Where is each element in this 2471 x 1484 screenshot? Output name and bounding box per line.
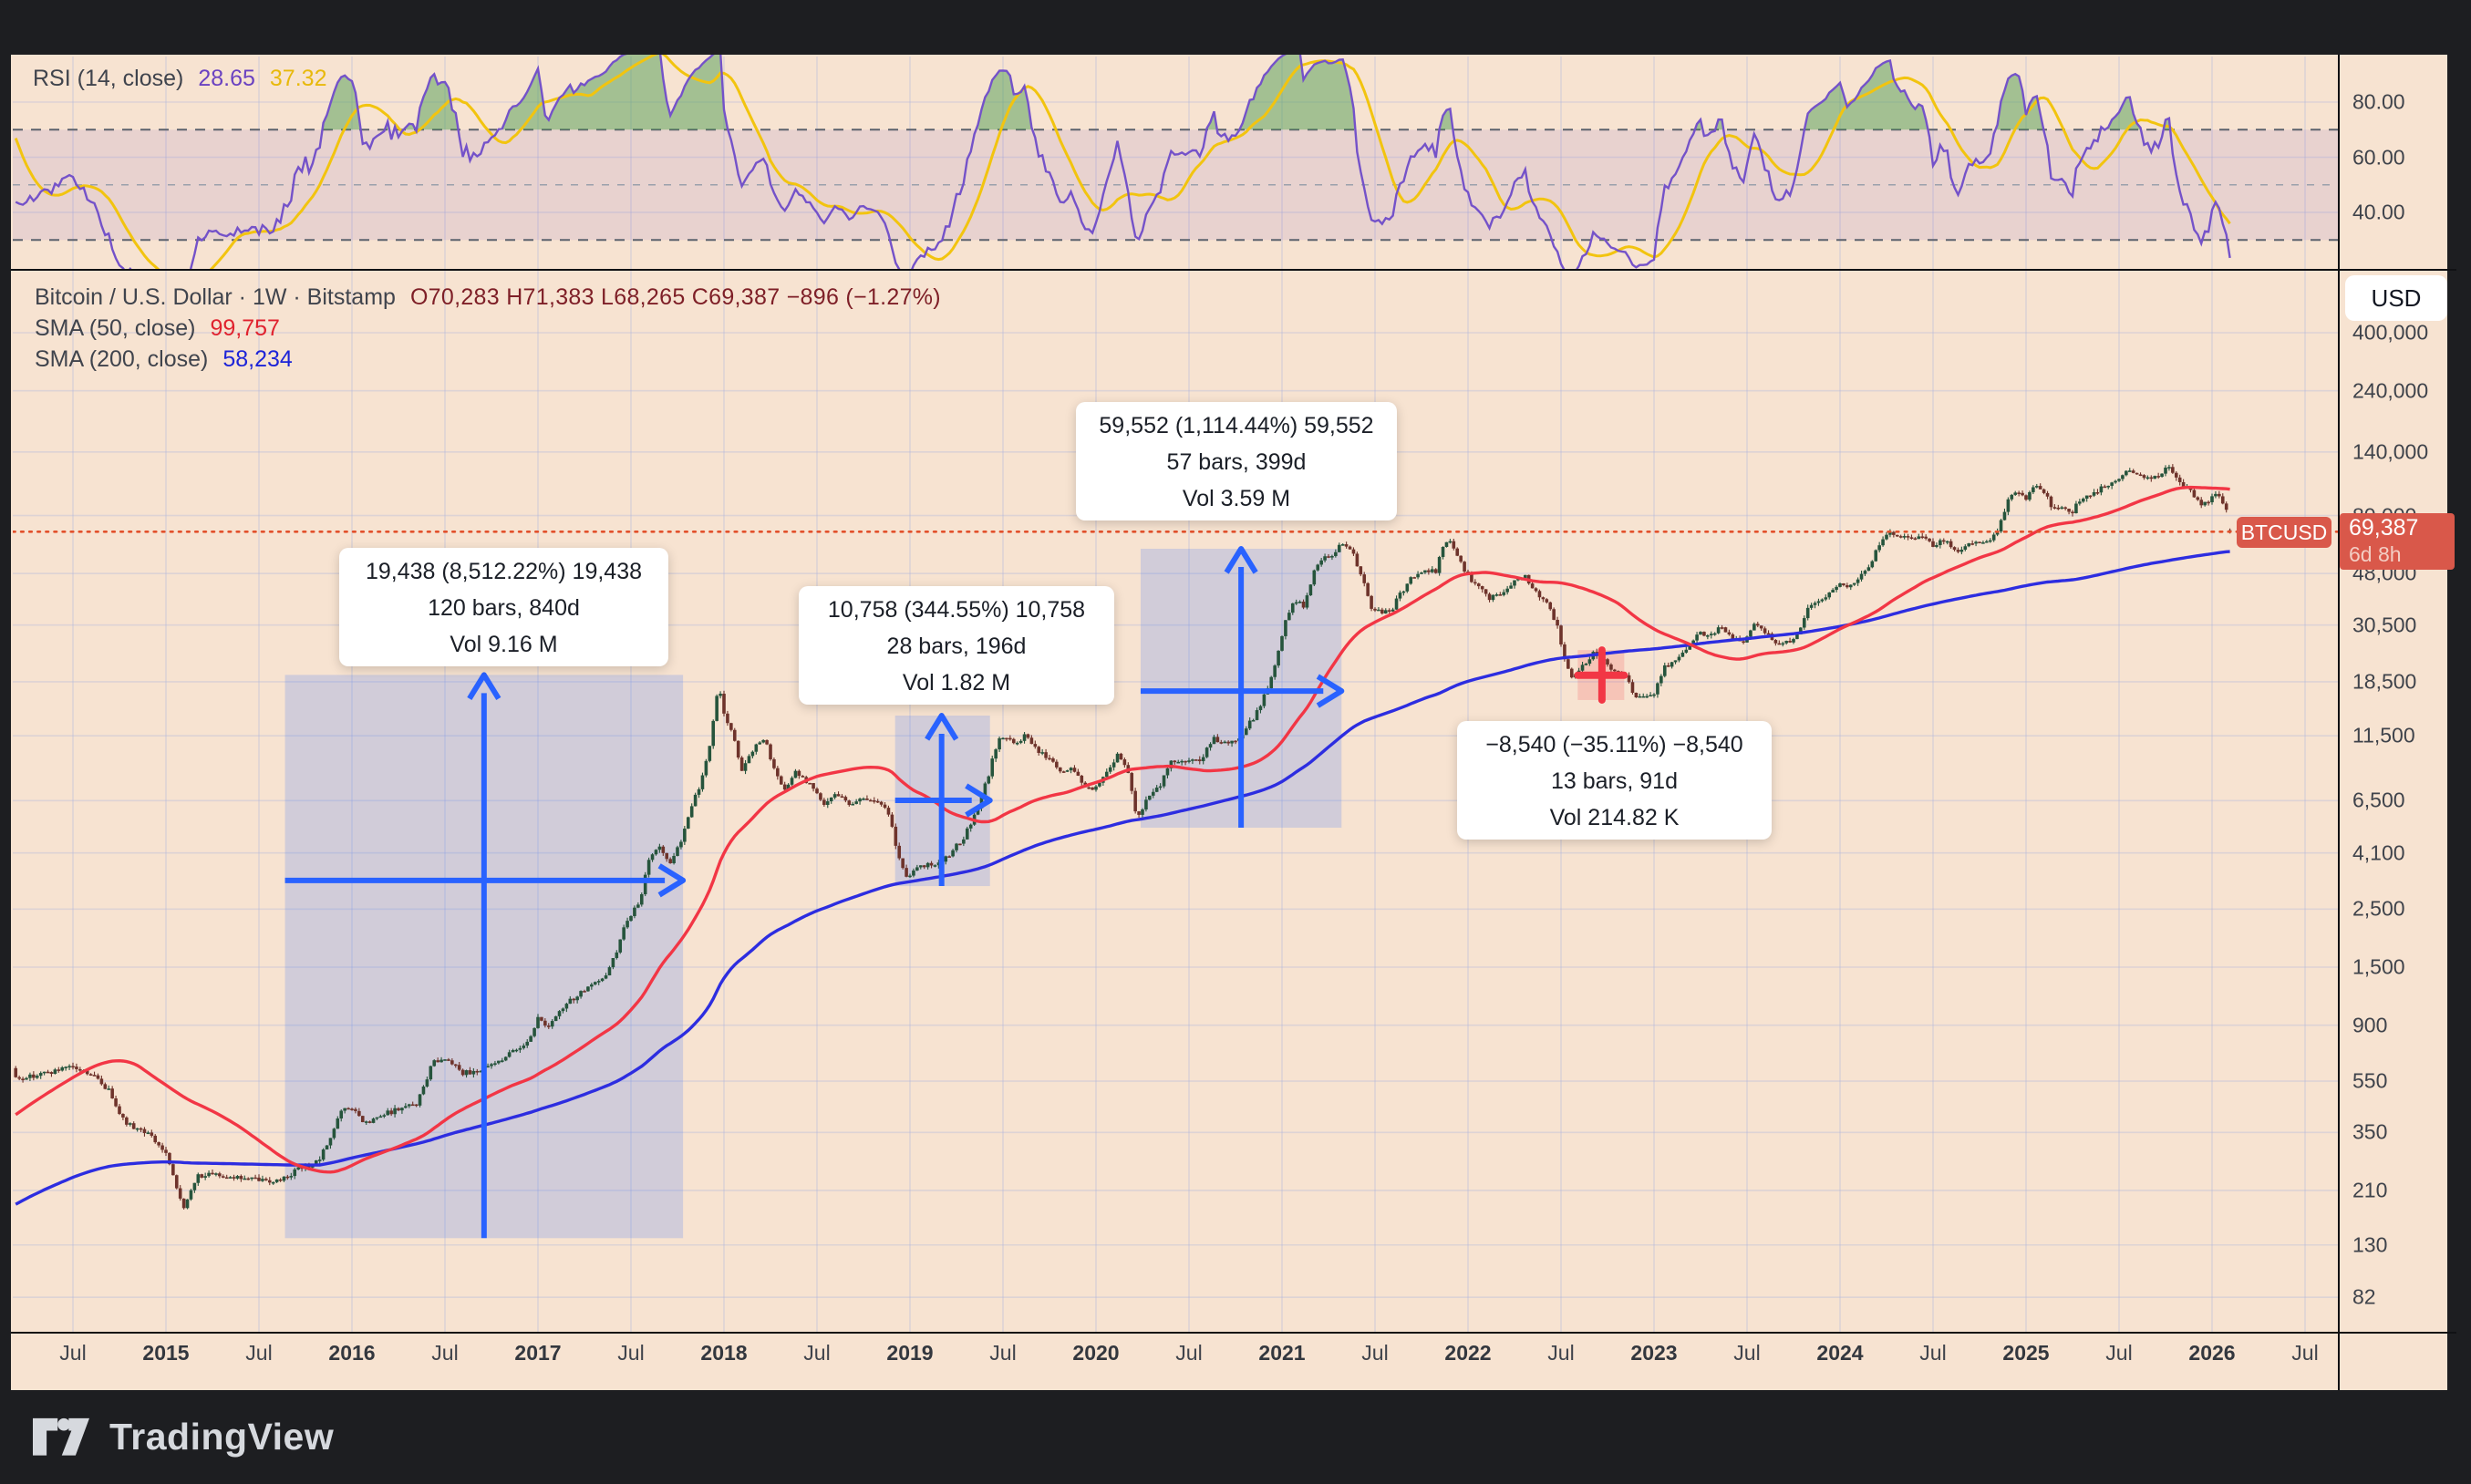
measure-result: −8,540 (−35.11%) −8,540: [1485, 732, 1743, 757]
time-axis-label: 2024: [1816, 1341, 1864, 1365]
time-axis-label: 2018: [700, 1341, 748, 1365]
rsi-axis-label: 80.00: [2352, 89, 2405, 114]
time-axis-label: 2015: [142, 1341, 190, 1365]
measure-volume: Vol 9.16 M: [450, 632, 558, 657]
time-axis-label: Jul: [803, 1341, 831, 1365]
time-axis-label: Jul: [1919, 1341, 1947, 1365]
sma50-legend-row[interactable]: SMA (50, close) 99,757: [35, 315, 280, 342]
time-axis-label: 2021: [1258, 1341, 1306, 1365]
time-axis-label: 2022: [1444, 1341, 1492, 1365]
measurement-callout-2016-2017[interactable]: 19,438 (8,512.22%) 19,438 120 bars, 840d…: [339, 548, 668, 666]
price-axis-label: 4,100: [2352, 840, 2405, 865]
time-axis-label: 2019: [886, 1341, 934, 1365]
rsi-axis-label: 40.00: [2352, 200, 2405, 224]
price-axis-label: 350: [2352, 1119, 2388, 1144]
measure-bars: 28 bars, 196d: [886, 634, 1027, 659]
sma200-value: 58,234: [222, 346, 293, 372]
time-axis-label: 2025: [2002, 1341, 2050, 1365]
rsi-legend-label: RSI (14, close): [33, 66, 184, 91]
measure-volume: Vol 3.59 M: [1182, 486, 1291, 511]
sma200-legend-row[interactable]: SMA (200, close) 58,234: [35, 346, 293, 373]
time-axis-label: Jul: [1733, 1341, 1761, 1365]
symbol-legend-row[interactable]: Bitcoin / U.S. Dollar · 1W · Bitstamp O7…: [35, 284, 941, 311]
measurement-callout-2022[interactable]: −8,540 (−35.11%) −8,540 13 bars, 91d Vol…: [1457, 721, 1772, 840]
time-axis-label: Jul: [2291, 1341, 2319, 1365]
time-axis-label: 2017: [514, 1341, 562, 1365]
bar-countdown: 6d 8h: [2349, 542, 2402, 566]
time-axis-label: Jul: [1175, 1341, 1203, 1365]
time-axis-label: Jul: [431, 1341, 459, 1365]
rsi-legend[interactable]: RSI (14, close) 28.65 37.32: [33, 66, 326, 92]
price-axis-label: 18,500: [2352, 669, 2417, 694]
time-axis[interactable]: [13, 1333, 2339, 1390]
price-axis-label: 1,500: [2352, 954, 2405, 979]
measurement-callout-2019[interactable]: 10,758 (344.55%) 10,758 28 bars, 196d Vo…: [799, 586, 1114, 705]
measure-bars: 13 bars, 91d: [1551, 768, 1678, 794]
rsi-ma-value: 37.32: [269, 66, 327, 91]
sma200-label: SMA (200, close): [35, 346, 209, 372]
ohlc-values: O70,283 H71,383 L68,265 C69,387 −896 (−1…: [409, 284, 941, 310]
time-axis-label: Jul: [59, 1341, 87, 1365]
price-axis-label: 130: [2352, 1232, 2388, 1257]
price-axis-label: 82: [2352, 1284, 2376, 1309]
time-axis-label: 2026: [2188, 1341, 2236, 1365]
price-axis[interactable]: [2339, 55, 2456, 1390]
measure-volume: Vol 214.82 K: [1549, 805, 1680, 830]
sma50-value: 99,757: [210, 315, 280, 341]
price-axis-label: 140,000: [2352, 439, 2429, 464]
rsi-value: 28.65: [198, 66, 255, 91]
price-axis-label: 240,000: [2352, 378, 2429, 403]
measure-result: 59,552 (1,114.44%) 59,552: [1099, 413, 1374, 438]
time-axis-label: Jul: [1361, 1341, 1389, 1365]
price-axis-label: 6,500: [2352, 788, 2405, 812]
currency-toggle-button[interactable]: USD: [2345, 275, 2447, 321]
measure-result: 10,758 (344.55%) 10,758: [827, 597, 1086, 623]
footer-bar: TradingView: [0, 1390, 2471, 1484]
time-axis-label: Jul: [617, 1341, 645, 1365]
time-axis-label: 2016: [328, 1341, 376, 1365]
measure-result: 19,438 (8,512.22%) 19,438: [365, 559, 642, 584]
sma50-label: SMA (50, close): [35, 315, 196, 341]
last-price-badge[interactable]: 69,387 6d 8h: [2340, 513, 2455, 570]
time-axis-label: 2020: [1072, 1341, 1120, 1365]
tradingview-logo-text[interactable]: TradingView: [109, 1416, 335, 1458]
measure-bars: 120 bars, 840d: [428, 595, 580, 621]
time-axis-label: Jul: [1547, 1341, 1575, 1365]
time-axis-label: Jul: [2105, 1341, 2133, 1365]
time-axis-label: 2023: [1630, 1341, 1678, 1365]
price-axis-label: 30,500: [2352, 613, 2417, 637]
tradingview-logo-icon[interactable]: [33, 1417, 89, 1458]
rsi-axis-label: 60.00: [2352, 145, 2405, 169]
time-axis-label: Jul: [989, 1341, 1017, 1365]
price-axis-label: 900: [2352, 1013, 2388, 1037]
symbol-price-flag[interactable]: BTCUSD: [2237, 517, 2331, 548]
price-axis-label: 400,000: [2352, 320, 2429, 345]
time-axis-label: Jul: [245, 1341, 273, 1365]
measure-volume: Vol 1.82 M: [902, 670, 1011, 696]
measurement-callout-2020-2021[interactable]: 59,552 (1,114.44%) 59,552 57 bars, 399d …: [1076, 402, 1397, 520]
price-axis-label: 210: [2352, 1178, 2388, 1202]
last-price: 69,387: [2349, 515, 2419, 541]
price-axis-label: 11,500: [2352, 723, 2415, 747]
symbol-title: Bitcoin / U.S. Dollar · 1W · Bitstamp: [35, 284, 396, 310]
measure-bars: 57 bars, 399d: [1166, 449, 1307, 475]
price-axis-label: 550: [2352, 1068, 2388, 1093]
price-axis-label: 2,500: [2352, 896, 2405, 921]
